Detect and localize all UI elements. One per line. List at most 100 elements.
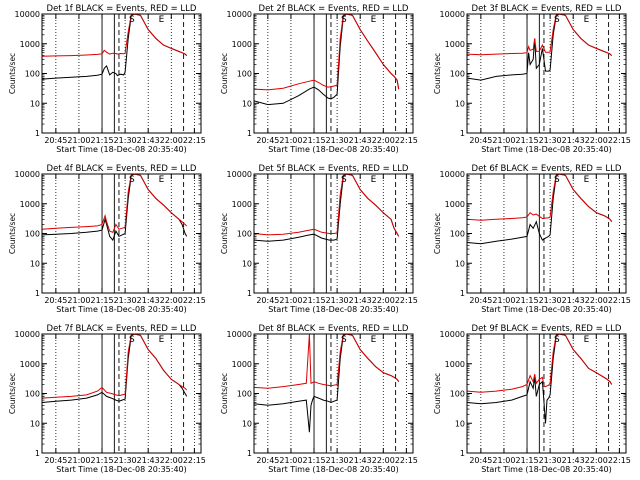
- y-tick-label: 1000: [20, 40, 40, 49]
- x-tick-label: 22:15: [183, 136, 206, 145]
- x-axis-label: Start Time (18-Dec-08 20:35:40): [56, 465, 187, 474]
- y-tick-label: 1000: [445, 200, 465, 209]
- lld-series-line: [467, 334, 613, 393]
- x-tick-label: 22:15: [608, 136, 631, 145]
- x-tick-label: 21:43: [349, 136, 372, 145]
- y-tick-label: 1: [35, 289, 40, 298]
- start-marker-label: S: [554, 335, 560, 345]
- x-tick-label: 22:15: [183, 296, 206, 305]
- x-axis-label: Start Time (18-Dec-08 20:35:40): [268, 305, 399, 314]
- x-tick-label: 21:43: [137, 296, 160, 305]
- y-axis-label: Counts/sec: [220, 373, 229, 414]
- lld-series-line: [254, 174, 400, 237]
- y-tick-label: 10: [242, 99, 252, 108]
- x-tick-label: 21:30: [114, 136, 137, 145]
- y-tick-label: 10000: [440, 330, 465, 339]
- x-tick-label: 20:45: [469, 296, 492, 305]
- start-marker-label: S: [341, 335, 347, 345]
- panel-title: Det 1f BLACK = Events, RED = LLD: [47, 4, 197, 14]
- x-tick-label: 22:00: [160, 296, 183, 305]
- x-tick-label: 21:00: [492, 136, 515, 145]
- x-tick-label: 21:43: [137, 136, 160, 145]
- x-tick-label: 22:00: [585, 456, 608, 465]
- panel-title: Det 6f BLACK = Events, RED = LLD: [472, 164, 622, 174]
- plot-frame: [253, 13, 414, 134]
- y-tick-label: 1: [35, 129, 40, 138]
- x-tick-label: 21:30: [539, 136, 562, 145]
- x-tick-label: 20:45: [469, 456, 492, 465]
- x-axis-label: Start Time (18-Dec-08 20:35:40): [481, 145, 612, 154]
- x-tick-label: 21:43: [137, 456, 160, 465]
- x-tick-label: 21:43: [562, 456, 585, 465]
- y-tick-label: 10000: [15, 10, 40, 19]
- x-tick-label: 22:15: [183, 456, 206, 465]
- y-tick-label: 100: [25, 230, 40, 239]
- x-tick-label: 22:00: [372, 296, 395, 305]
- x-tick-label: 21:00: [279, 456, 302, 465]
- x-tick-label: 21:00: [279, 296, 302, 305]
- x-tick-label: 21:43: [349, 456, 372, 465]
- y-tick-label: 1000: [232, 200, 252, 209]
- x-tick-label: 21:00: [492, 456, 515, 465]
- x-axis-label: Start Time (18-Dec-08 20:35:40): [268, 145, 399, 154]
- x-tick-label: 21:30: [326, 456, 349, 465]
- panel-title: Det 9f BLACK = Events, RED = LLD: [472, 324, 622, 334]
- y-tick-label: 10000: [227, 10, 252, 19]
- start-marker-label: S: [129, 15, 135, 25]
- x-tick-label: 22:00: [372, 456, 395, 465]
- panel-title: Det 4f BLACK = Events, RED = LLD: [47, 164, 197, 174]
- x-tick-label: 21:43: [562, 296, 585, 305]
- x-tick-label: 20:45: [256, 296, 279, 305]
- y-tick-label: 10000: [440, 10, 465, 19]
- y-tick-label: 10: [30, 99, 40, 108]
- end-marker-label: E: [371, 335, 377, 345]
- x-tick-label: 22:15: [395, 136, 418, 145]
- lld-series-line: [254, 334, 400, 389]
- end-marker-label: E: [371, 15, 377, 25]
- y-tick-label: 100: [237, 390, 252, 399]
- y-tick-label: 10000: [440, 170, 465, 179]
- y-tick-label: 10: [455, 419, 465, 428]
- y-tick-label: 100: [237, 70, 252, 79]
- panel-title: Det 3f BLACK = Events, RED = LLD: [472, 4, 622, 14]
- y-tick-label: 100: [25, 390, 40, 399]
- lld-series-line: [467, 174, 613, 222]
- start-marker-label: S: [129, 335, 135, 345]
- y-tick-label: 10: [455, 99, 465, 108]
- panel-title: Det 2f BLACK = Events, RED = LLD: [259, 4, 409, 14]
- y-tick-label: 100: [25, 70, 40, 79]
- x-axis-label: Start Time (18-Dec-08 20:35:40): [481, 465, 612, 474]
- y-tick-label: 1: [247, 129, 252, 138]
- y-axis-label: Counts/sec: [220, 213, 229, 254]
- x-tick-label: 20:45: [44, 136, 67, 145]
- end-marker-label: E: [584, 15, 590, 25]
- x-tick-label: 21:15: [515, 456, 538, 465]
- x-tick-label: 21:00: [67, 296, 90, 305]
- x-tick-label: 21:15: [302, 136, 325, 145]
- x-axis-label: Start Time (18-Dec-08 20:35:40): [268, 465, 399, 474]
- x-tick-label: 21:15: [90, 296, 113, 305]
- y-tick-label: 1000: [445, 40, 465, 49]
- lld-series-line: [42, 334, 188, 399]
- x-tick-label: 21:00: [67, 456, 90, 465]
- x-tick-label: 21:43: [349, 296, 372, 305]
- plot-frame: [466, 333, 627, 454]
- x-tick-label: 22:15: [395, 456, 418, 465]
- panel-title: Det 8f BLACK = Events, RED = LLD: [259, 324, 409, 334]
- y-axis-label: Counts/sec: [220, 53, 229, 94]
- x-tick-label: 22:15: [608, 296, 631, 305]
- x-tick-label: 21:30: [539, 456, 562, 465]
- y-tick-label: 100: [450, 390, 465, 399]
- x-tick-label: 21:30: [326, 136, 349, 145]
- x-tick-label: 21:15: [90, 136, 113, 145]
- y-tick-label: 1: [35, 449, 40, 458]
- end-marker-label: E: [159, 335, 165, 345]
- lld-series-line: [42, 14, 188, 57]
- x-tick-label: 21:15: [302, 296, 325, 305]
- x-axis-label: Start Time (18-Dec-08 20:35:40): [56, 145, 187, 154]
- y-tick-label: 10: [242, 259, 252, 268]
- y-tick-label: 10: [242, 419, 252, 428]
